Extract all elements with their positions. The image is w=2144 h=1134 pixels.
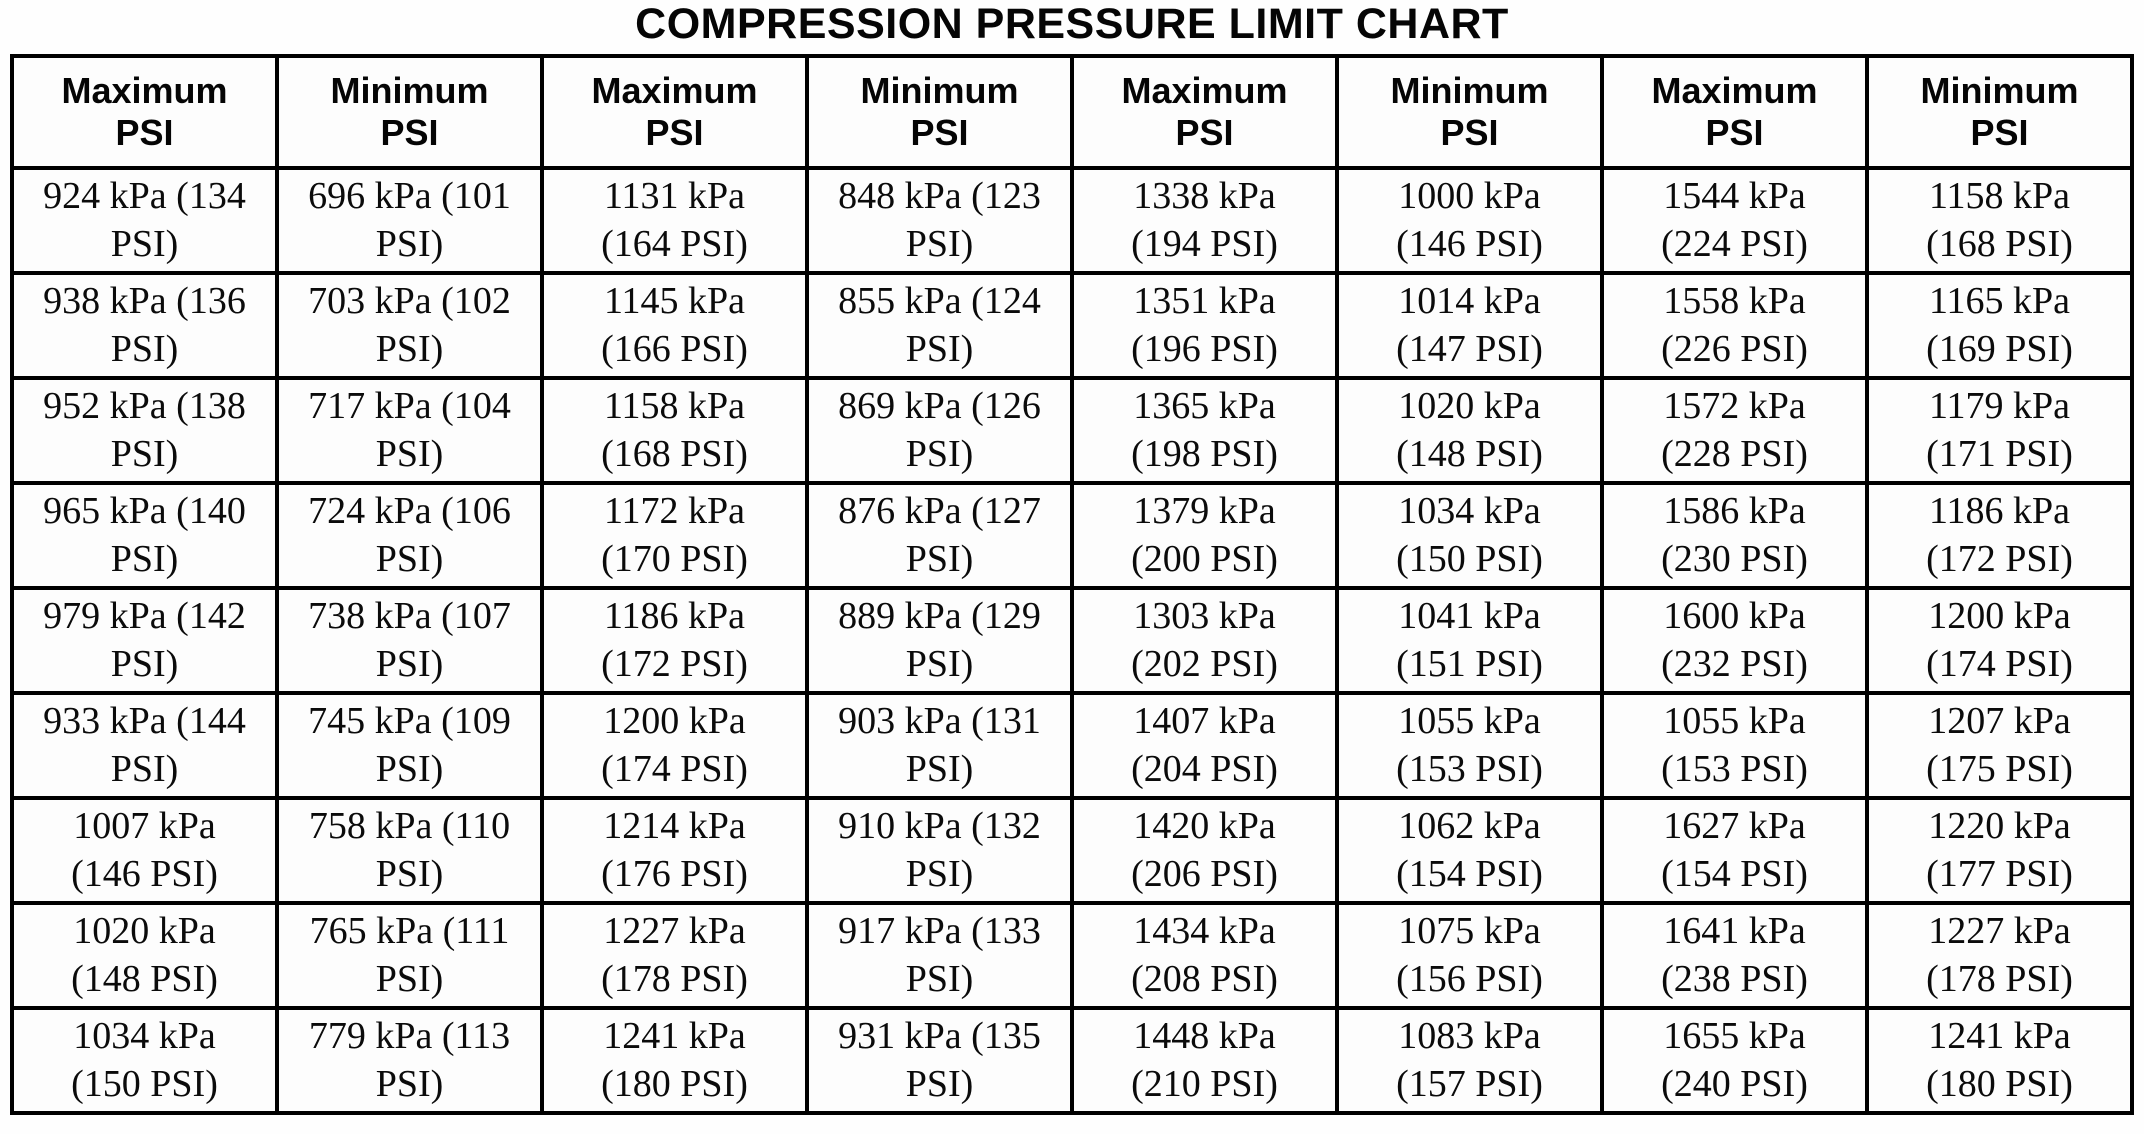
- table-cell: 1041 kPa (151 PSI): [1335, 586, 1604, 695]
- table-body: 924 kPa (134 PSI) 696 kPa (101 PSI) 1131 k…: [10, 166, 2134, 1115]
- table-row: 933 kPa (144 PSI) 745 kPa (109 PSI) 1200 k…: [10, 691, 2134, 800]
- column-header: Maximum PSI: [1600, 54, 1869, 170]
- table-cell: 903 kPa (131 PSI): [805, 691, 1074, 800]
- page-title: COMPRESSION PRESSURE LIMIT CHART: [635, 0, 1509, 48]
- table-cell: 1627 kPa (154 PSI): [1600, 796, 1869, 905]
- table-cell: 1172 kPa (170 PSI): [540, 481, 809, 590]
- table-cell: 1600 kPa (232 PSI): [1600, 586, 1869, 695]
- table-cell: 1165 kPa (169 PSI): [1865, 271, 2134, 380]
- table-cell: 931 kPa (135 PSI): [805, 1006, 1074, 1115]
- table-cell: 1227 kPa (178 PSI): [540, 901, 809, 1010]
- table-cell: 910 kPa (132 PSI): [805, 796, 1074, 905]
- table-header-row: Maximum PSI Minimum PSI Maximum PSI Minimum…: [10, 54, 2134, 170]
- table-cell: 738 kPa (107 PSI): [275, 586, 544, 695]
- table-cell: 1558 kPa (226 PSI): [1600, 271, 1869, 380]
- table-cell: 1200 kPa (174 PSI): [1865, 586, 2134, 695]
- table-cell: 855 kPa (124 PSI): [805, 271, 1074, 380]
- table-cell: 1186 kPa (172 PSI): [1865, 481, 2134, 590]
- table-cell: 933 kPa (144 PSI): [10, 691, 279, 800]
- table-cell: 979 kPa (142 PSI): [10, 586, 279, 695]
- table-cell: 1303 kPa (202 PSI): [1070, 586, 1339, 695]
- table-cell: 1351 kPa (196 PSI): [1070, 271, 1339, 380]
- table-cell: 1034 kPa (150 PSI): [1335, 481, 1604, 590]
- table-cell: 869 kPa (126 PSI): [805, 376, 1074, 485]
- table-cell: 1220 kPa (177 PSI): [1865, 796, 2134, 905]
- table-cell: 1227 kPa (178 PSI): [1865, 901, 2134, 1010]
- table-cell: 1062 kPa (154 PSI): [1335, 796, 1604, 905]
- table-cell: 1158 kPa (168 PSI): [1865, 166, 2134, 275]
- table-row: 938 kPa (136 PSI) 703 kPa (102 PSI) 1145 k…: [10, 271, 2134, 380]
- column-header: Minimum PSI: [275, 54, 544, 170]
- table-row: 1020 kPa (148 PSI) 765 kPa (111 PSI) 1227 …: [10, 901, 2134, 1010]
- table-cell: 1145 kPa (166 PSI): [540, 271, 809, 380]
- table-cell: 703 kPa (102 PSI): [275, 271, 544, 380]
- table-cell: 1214 kPa (176 PSI): [540, 796, 809, 905]
- table-cell: 1379 kPa (200 PSI): [1070, 481, 1339, 590]
- table-cell: 758 kPa (110 PSI): [275, 796, 544, 905]
- table-cell: 765 kPa (111 PSI): [275, 901, 544, 1010]
- table-cell: 1655 kPa (240 PSI): [1600, 1006, 1869, 1115]
- table-row: 1034 kPa (150 PSI) 779 kPa (113 PSI) 1241 …: [10, 1006, 2134, 1115]
- table-cell: 1572 kPa (228 PSI): [1600, 376, 1869, 485]
- table-cell: 745 kPa (109 PSI): [275, 691, 544, 800]
- table-cell: 1241 kPa (180 PSI): [1865, 1006, 2134, 1115]
- table-row: 952 kPa (138 PSI) 717 kPa (104 PSI) 1158 k…: [10, 376, 2134, 485]
- table-cell: 848 kPa (123 PSI): [805, 166, 1074, 275]
- table-cell: 1544 kPa (224 PSI): [1600, 166, 1869, 275]
- table-cell: 724 kPa (106 PSI): [275, 481, 544, 590]
- table-cell: 1075 kPa (156 PSI): [1335, 901, 1604, 1010]
- table-cell: 1007 kPa (146 PSI): [10, 796, 279, 905]
- table-header-row-group: Maximum PSI Minimum PSI Maximum PSI Minimum…: [10, 54, 2134, 170]
- table-cell: 717 kPa (104 PSI): [275, 376, 544, 485]
- table-cell: 1055 kPa (153 PSI): [1600, 691, 1869, 800]
- table-cell: 1434 kPa (208 PSI): [1070, 901, 1339, 1010]
- table-cell: 1186 kPa (172 PSI): [540, 586, 809, 695]
- table-cell: 1020 kPa (148 PSI): [10, 901, 279, 1010]
- table-cell: 1034 kPa (150 PSI): [10, 1006, 279, 1115]
- table-cell: 965 kPa (140 PSI): [10, 481, 279, 590]
- table-cell: 938 kPa (136 PSI): [10, 271, 279, 380]
- table-cell: 1083 kPa (157 PSI): [1335, 1006, 1604, 1115]
- column-header: Minimum PSI: [805, 54, 1074, 170]
- table-cell: 1020 kPa (148 PSI): [1335, 376, 1604, 485]
- table-row: 1007 kPa (146 PSI) 758 kPa (110 PSI) 1214 …: [10, 796, 2134, 905]
- table-cell: 1014 kPa (147 PSI): [1335, 271, 1604, 380]
- table-cell: 1055 kPa (153 PSI): [1335, 691, 1604, 800]
- column-header: Minimum PSI: [1335, 54, 1604, 170]
- table-cell: 917 kPa (133 PSI): [805, 901, 1074, 1010]
- table-cell: 1641 kPa (238 PSI): [1600, 901, 1869, 1010]
- table-cell: 876 kPa (127 PSI): [805, 481, 1074, 590]
- table-cell: 1365 kPa (198 PSI): [1070, 376, 1339, 485]
- table-cell: 1158 kPa (168 PSI): [540, 376, 809, 485]
- table-cell: 952 kPa (138 PSI): [10, 376, 279, 485]
- table-cell: 1207 kPa (175 PSI): [1865, 691, 2134, 800]
- table-cell: 696 kPa (101 PSI): [275, 166, 544, 275]
- table-row: 965 kPa (140 PSI) 724 kPa (106 PSI) 1172 k…: [10, 481, 2134, 590]
- table-cell: 924 kPa (134 PSI): [10, 166, 279, 275]
- column-header: Maximum PSI: [1070, 54, 1339, 170]
- table-cell: 1586 kPa (230 PSI): [1600, 481, 1869, 590]
- table-cell: 779 kPa (113 PSI): [275, 1006, 544, 1115]
- table-cell: 1420 kPa (206 PSI): [1070, 796, 1339, 905]
- table-cell: 1241 kPa (180 PSI): [540, 1006, 809, 1115]
- table-cell: 1200 kPa (174 PSI): [540, 691, 809, 800]
- column-header: Minimum PSI: [1865, 54, 2134, 170]
- table-cell: 1407 kPa (204 PSI): [1070, 691, 1339, 800]
- column-header: Maximum PSI: [540, 54, 809, 170]
- table-cell: 889 kPa (129 PSI): [805, 586, 1074, 695]
- column-header: Maximum PSI: [10, 54, 279, 170]
- table-cell: 1179 kPa (171 PSI): [1865, 376, 2134, 485]
- compression-pressure-limit-table: Maximum PSI Minimum PSI Maximum PSI Minimum…: [10, 54, 2134, 1115]
- table-cell: 1338 kPa (194 PSI): [1070, 166, 1339, 275]
- table-cell: 1448 kPa (210 PSI): [1070, 1006, 1339, 1115]
- table-cell: 1131 kPa (164 PSI): [540, 166, 809, 275]
- table-row: 979 kPa (142 PSI) 738 kPa (107 PSI) 1186 k…: [10, 586, 2134, 695]
- table-row: 924 kPa (134 PSI) 696 kPa (101 PSI) 1131 k…: [10, 166, 2134, 275]
- table-cell: 1000 kPa (146 PSI): [1335, 166, 1604, 275]
